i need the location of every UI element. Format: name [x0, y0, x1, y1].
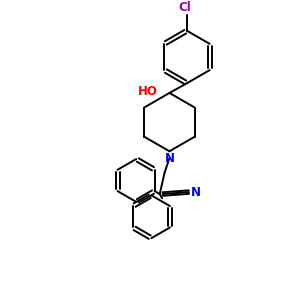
Text: HO: HO — [138, 85, 158, 98]
Text: N: N — [164, 152, 174, 165]
Text: Cl: Cl — [178, 1, 191, 14]
Text: N: N — [191, 186, 201, 199]
